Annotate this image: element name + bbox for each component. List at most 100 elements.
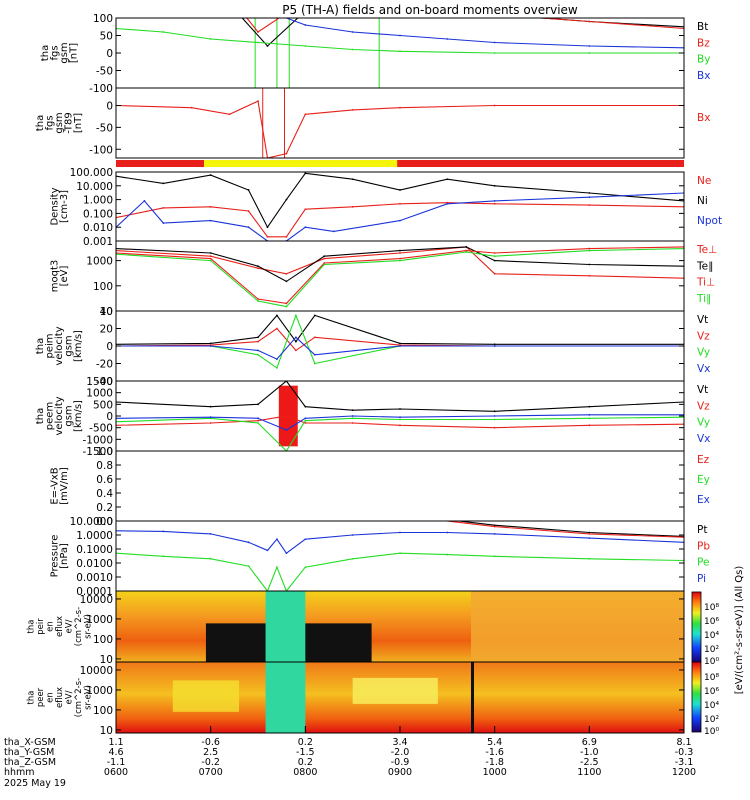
y-axis-label: en [46, 692, 56, 703]
point-density-2-4 [247, 226, 250, 229]
point-temperature-3-8 [588, 249, 591, 252]
point-peem_velocity-1-6 [399, 424, 401, 427]
y-axis-label: gsm [59, 42, 70, 63]
spectrogram-peir_eflux [116, 591, 684, 662]
point-peem_velocity-0-4 [304, 405, 307, 408]
series-temperature-1 [116, 246, 684, 283]
x-row-label: hhmm [4, 767, 35, 778]
legend-item: Ez [697, 454, 710, 466]
y-axis-label: tha [40, 45, 51, 61]
point-temperature-2-5 [399, 257, 401, 260]
quality-flag-bar [116, 160, 684, 167]
x-tick-label: -0.9 [391, 757, 410, 768]
y-tick-label: 1000 [86, 614, 113, 626]
panel-frame-fgs_gsm_t89 [115, 87, 685, 159]
point-pressure-2-11 [493, 555, 496, 558]
point-pressure-0-2 [588, 531, 591, 534]
point-density-1-5 [285, 198, 288, 201]
point-pressure-3-6 [285, 552, 288, 555]
y-tick-label: 0 [106, 411, 113, 423]
series-peim_velocity-0 [116, 314, 684, 345]
legend-item: Pt [697, 524, 707, 536]
point-peim_velocity-0-2 [257, 336, 259, 339]
x-tick-label: 1200 [672, 767, 696, 778]
point-peem_velocity-3-4 [304, 417, 307, 420]
y-tick-label: 1.0 [96, 446, 113, 458]
x-tick-label: 0900 [388, 767, 412, 778]
panel-frame-pressure [115, 520, 685, 592]
point-peim_velocity-0-6 [399, 342, 401, 345]
colorbar-peer-tick-2: 10⁴ [704, 701, 719, 711]
point-peem_velocity-3-6 [399, 416, 401, 419]
x-tick-label: 4.6 [108, 747, 123, 758]
legend-item: By [697, 54, 710, 66]
point-fgs_gsm-3-9 [588, 45, 591, 47]
y-tick-label: -40 [96, 376, 113, 388]
y-tick-label: 100 [93, 634, 113, 646]
point-pressure-3-9 [399, 531, 401, 534]
point-density-0-1 [162, 207, 165, 209]
point-peim_velocity-1-3 [276, 327, 278, 330]
legend-item: Pi [697, 573, 706, 585]
colorbar-peir-tick-4: 10⁰ [704, 657, 719, 667]
y-axis-label: peir [36, 618, 46, 635]
point-peim_velocity-1-5 [313, 336, 316, 339]
legend-item: Vt [697, 314, 708, 326]
series-peem_velocity-3 [116, 414, 684, 431]
point-density-0-6 [304, 208, 307, 211]
quality-segment-1 [204, 160, 398, 167]
legend-item: Ne [697, 175, 711, 187]
series-peem_velocity-2 [116, 416, 684, 451]
colorbar-peer: 10⁸ 10⁶ 10⁴ 10² 10⁰ [691, 661, 719, 737]
legend-item: Bx [697, 70, 710, 82]
colorbar-peir-tick-2: 10⁴ [704, 631, 719, 641]
point-density-1-7 [351, 178, 354, 181]
point-density-0-11 [588, 204, 591, 206]
y-tick-label: 0.6 [96, 474, 113, 486]
y-tick-label: 0.001 [83, 236, 113, 248]
point-pressure-3-7 [304, 538, 307, 541]
legend-item: Ti∥ [696, 293, 711, 305]
x-tick-label: -0.2 [201, 757, 220, 768]
y-tick-label: 10.000 [76, 181, 113, 193]
point-density-2-9 [399, 219, 401, 222]
point-pressure-2-5 [276, 566, 278, 569]
colorbar-peir-tick-3: 10² [704, 645, 719, 655]
series-pressure-3 [116, 530, 684, 554]
point-peem_velocity-2-7 [493, 418, 496, 421]
point-peem_velocity-3-1 [209, 416, 212, 419]
spectrogram-cold-band [265, 662, 306, 733]
x-tick-label: -1.5 [296, 747, 315, 758]
panel-frame-efield [115, 450, 685, 522]
point-temperature-0-3 [285, 272, 288, 275]
point-pressure-3-1 [162, 530, 165, 533]
y-tick-label: 0.100 [83, 208, 113, 220]
colorbar-peer-tick-1: 10⁶ [704, 687, 719, 697]
point-peem_velocity-1-8 [588, 424, 591, 427]
point-pressure-3-8 [351, 534, 354, 536]
point-pressure-3-3 [247, 541, 250, 544]
y-axis-label: gsm [64, 335, 75, 356]
quality-segment-2 [397, 160, 684, 167]
y-tick-label: 0.0 [96, 516, 113, 528]
y-tick-label: 1000 [86, 685, 113, 697]
point-fgs_gsm-0-4 [266, 45, 269, 47]
point-fgs_gsm-3-3 [267, 10, 269, 12]
y-axis-label: (cm^2-s- [74, 607, 84, 646]
y-axis-label: gsm [64, 405, 75, 426]
series-density-1 [116, 172, 684, 229]
point-density-0-10 [493, 202, 496, 205]
x-tick-label: 0.2 [298, 737, 313, 748]
point-pressure-2-7 [304, 566, 307, 569]
point-density-2-1 [143, 200, 146, 202]
y-tick-label: 500 [93, 399, 113, 411]
y-axis-label: tha [27, 691, 37, 705]
point-peim_velocity-2-2 [257, 353, 259, 356]
series-peem_velocity-1 [116, 415, 684, 429]
point-fgs_gsm-3-6 [399, 34, 401, 37]
point-fgs_gsm-1-7 [588, 20, 591, 23]
y-axis-label: [nPa] [59, 543, 70, 569]
point-fgs_gsm_t89-0-8 [399, 106, 401, 109]
